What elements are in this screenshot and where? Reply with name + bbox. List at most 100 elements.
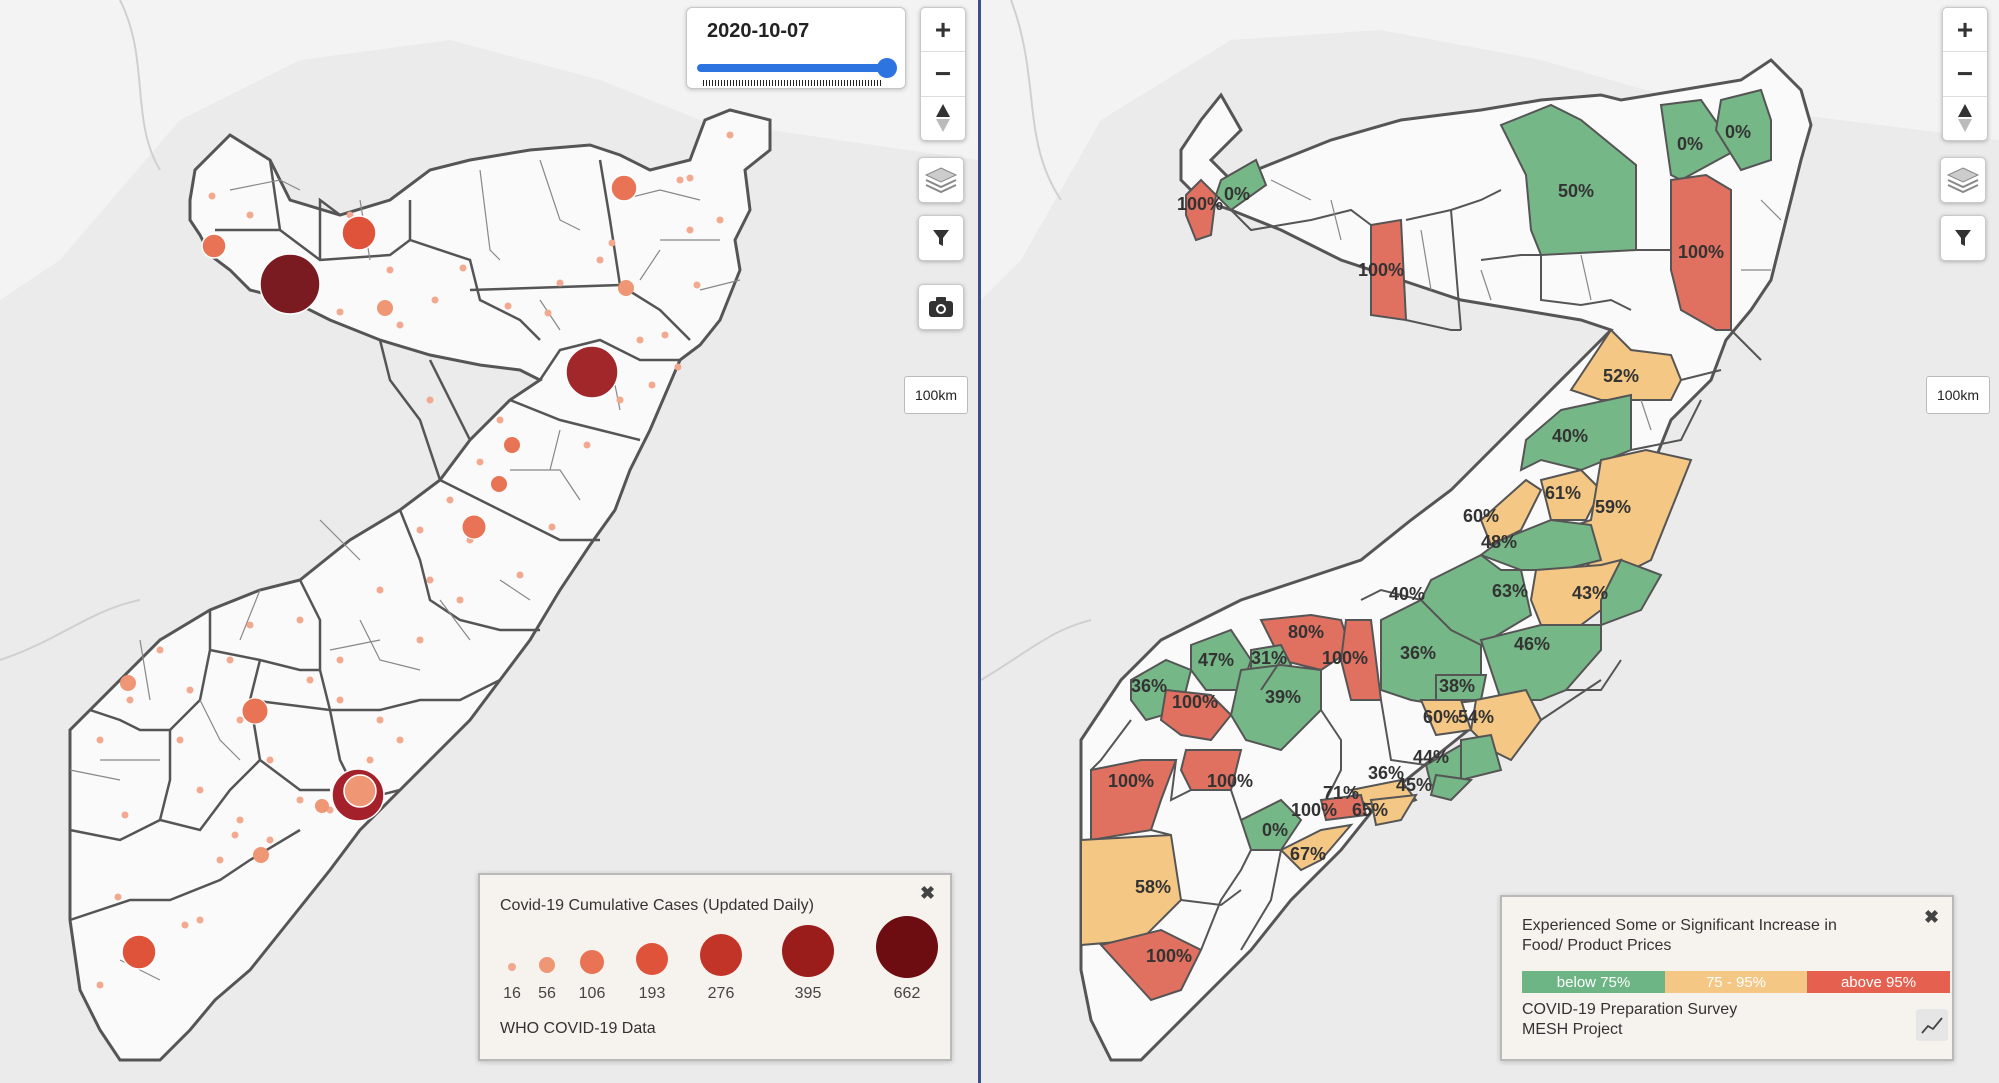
region-shape[interactable] <box>1714 88 1772 172</box>
legend-circle-193 <box>636 943 668 975</box>
region-shape[interactable] <box>1279 823 1354 872</box>
layers-button[interactable] <box>1940 157 1986 203</box>
region-label: 100% <box>1146 946 1192 966</box>
legend-size-label: 276 <box>707 985 735 1002</box>
region-shape[interactable] <box>1319 793 1368 822</box>
region-shape[interactable] <box>1478 518 1603 571</box>
region-label: 0% <box>1262 820 1288 840</box>
zoom-controls[interactable]: + − <box>920 7 966 141</box>
legend-circle-56 <box>539 957 555 973</box>
region-label: 100% <box>1172 692 1218 712</box>
region-shape[interactable] <box>1659 98 1738 182</box>
legend-close-button[interactable]: ✖ <box>920 883 936 903</box>
region-shape[interactable] <box>1229 663 1322 752</box>
border-line <box>119 0 161 171</box>
legend-bar-high: above 95% <box>1807 971 1950 993</box>
scale-bar: 100km <box>904 376 968 414</box>
zoom-controls[interactable]: + − <box>1942 7 1988 141</box>
legend-circle-276 <box>700 934 742 976</box>
legend-close-button[interactable]: ✖ <box>1924 907 1940 927</box>
legend-source: WHO COVID-19 Data <box>500 1020 656 1037</box>
layers-button[interactable] <box>918 157 964 203</box>
region-shape[interactable] <box>1460 733 1503 782</box>
region-label: 100% <box>1291 800 1337 820</box>
filter-button[interactable] <box>918 215 964 261</box>
region-shape[interactable] <box>1339 619 1383 701</box>
region-label: 38% <box>1439 676 1475 696</box>
region-shape[interactable] <box>1179 749 1243 791</box>
region-label: 67% <box>1290 844 1326 864</box>
legend-circle-395 <box>782 925 834 977</box>
case-dots[interactable] <box>96 131 734 989</box>
region-label: 63% <box>1492 581 1528 601</box>
date-slider-panel[interactable]: 2020-10-07 <box>686 7 906 89</box>
camera-icon <box>929 297 953 317</box>
legend-size-label: 395 <box>794 985 822 1002</box>
region-label: 58% <box>1135 877 1171 897</box>
chart-toggle-button[interactable] <box>1916 1009 1948 1041</box>
legend-circle-16 <box>508 963 516 971</box>
region-label: 47% <box>1198 650 1234 670</box>
legend-title-line2: Food/ Product Prices <box>1522 937 1672 954</box>
zoom-out-button[interactable]: − <box>921 52 965 97</box>
scale-bar: 100km <box>1926 376 1990 414</box>
region-borders <box>69 159 691 922</box>
region-label: 0% <box>1725 122 1751 142</box>
region-shape[interactable] <box>1519 393 1632 472</box>
region-label: 100% <box>1322 648 1368 668</box>
terrain-area <box>981 0 1999 300</box>
compass-button[interactable] <box>1943 97 1987 140</box>
filter-icon <box>933 230 949 246</box>
region-shape[interactable] <box>1479 478 1543 547</box>
legend-source-line2: MESH Project <box>1522 1021 1623 1038</box>
region-shape[interactable] <box>1185 178 1218 242</box>
legend-title-line1: Experienced Some or Significant Increase… <box>1522 917 1837 934</box>
screenshot-button[interactable] <box>918 284 964 330</box>
border-line <box>0 599 141 661</box>
border-line <box>1010 0 1062 201</box>
legend-size-label: 662 <box>893 985 921 1002</box>
region-shape[interactable] <box>1214 158 1268 212</box>
choropleth-regions[interactable] <box>1080 88 1772 1002</box>
border-line <box>981 619 1092 681</box>
zoom-out-button[interactable]: − <box>1943 52 1987 97</box>
region-shape[interactable] <box>1429 773 1474 802</box>
filter-button[interactable] <box>1940 215 1986 261</box>
region-shape[interactable] <box>1529 558 1623 626</box>
case-circles[interactable] <box>120 174 638 970</box>
region-shape[interactable] <box>1099 928 1203 1002</box>
region-label: 59% <box>1595 497 1631 517</box>
region-label: 0% <box>1224 184 1250 204</box>
region-label: 54% <box>1458 707 1494 727</box>
legend-size-label: 16 <box>503 985 521 1002</box>
region-label: 65% <box>1352 800 1388 820</box>
region-label: 43% <box>1572 583 1608 603</box>
region-label: 0% <box>1677 134 1703 154</box>
region-shape[interactable] <box>1159 688 1233 742</box>
legend-size-label: 56 <box>538 985 556 1002</box>
legend-source-line1: COVID-19 Preparation Survey <box>1522 1001 1738 1018</box>
region-label: 45% <box>1396 775 1432 795</box>
legend-bar-mid: 75 - 95% <box>1665 971 1807 993</box>
compass-button[interactable] <box>921 97 965 140</box>
line-chart-icon <box>1921 1017 1943 1034</box>
left-map-panel[interactable]: 2020-10-07 + − 100km ✖ Covid-19 Cumulati… <box>0 0 978 1083</box>
right-map-panel[interactable]: 100% 0% 100% 50% 0% 0% 100% 52% 40% 61% … <box>981 0 1999 1083</box>
region-shape[interactable] <box>1080 833 1183 947</box>
slider-track[interactable] <box>697 64 887 72</box>
region-shape[interactable] <box>1348 778 1418 817</box>
region-shape[interactable] <box>1569 328 1683 401</box>
zoom-in-button[interactable]: + <box>1943 8 1987 53</box>
region-borders <box>1090 189 1762 951</box>
region-label: 100% <box>1678 242 1724 262</box>
region-label: 100% <box>1108 771 1154 791</box>
region-shape[interactable] <box>1239 798 1303 851</box>
region-shape[interactable] <box>1369 793 1418 827</box>
region-label: 100% <box>1358 260 1404 280</box>
region-shape[interactable] <box>1600 558 1663 627</box>
slider-thumb[interactable] <box>877 58 897 78</box>
zoom-in-button[interactable]: + <box>921 8 965 53</box>
region-label: 100% <box>1177 194 1223 214</box>
legend-title: Covid-19 Cumulative Cases (Updated Daily… <box>500 897 814 914</box>
price-legend: ✖ Experienced Some or Significant Increa… <box>1500 895 1954 1061</box>
